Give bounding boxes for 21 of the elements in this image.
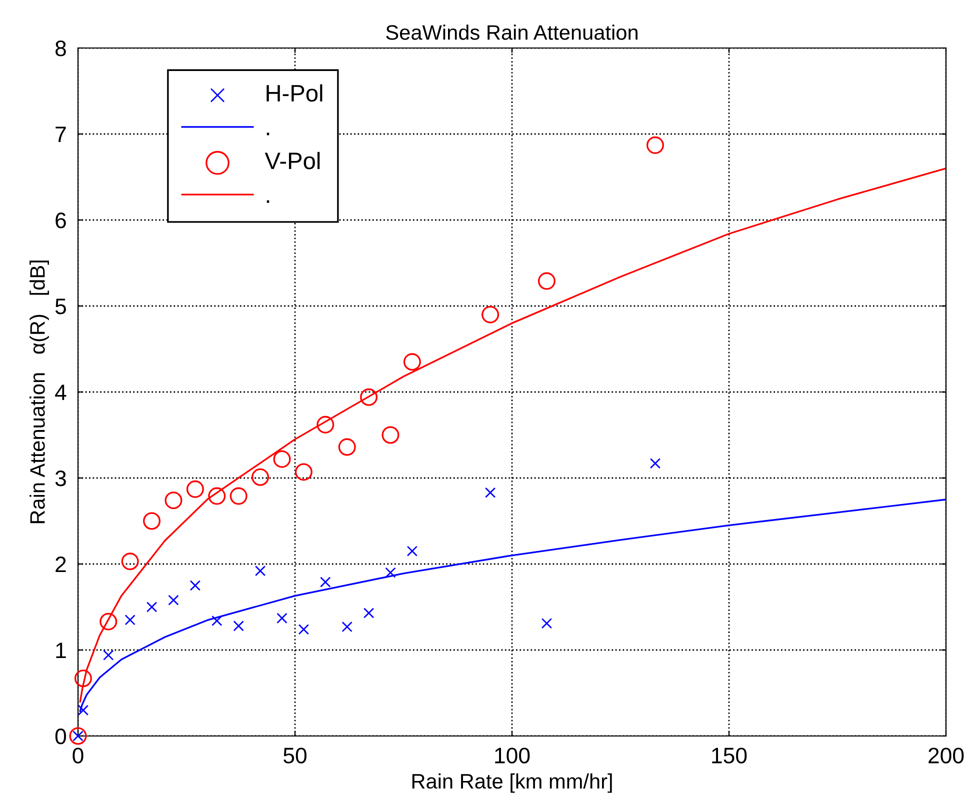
x-axis-title: Rain Rate [km mm/hr] (412, 773, 612, 793)
y-tick-label: 3 (55, 470, 66, 486)
x-tick-label: 100 (495, 748, 530, 764)
y-tick-label: 5 (55, 298, 66, 314)
y-axis-title: Rain Attenuation α(R) [dB] (30, 260, 49, 524)
x-tick-label: 200 (928, 748, 964, 764)
chart-title: SeaWinds Rain Attenuation (386, 24, 638, 40)
legend-label: H-Pol (266, 84, 322, 102)
y-tick-label: 2 (56, 556, 66, 572)
y-tick-label: 0 (55, 728, 66, 744)
y-tick-label: 6 (56, 212, 66, 228)
y-tick-label: 7 (56, 126, 66, 142)
y-tick-label: 1 (56, 642, 66, 658)
y-tick-label: 4 (55, 384, 66, 400)
x-tick-label: 0 (72, 748, 84, 764)
legend-label: . (266, 200, 270, 203)
y-tick-label: 8 (55, 40, 66, 56)
x-tick-label: 150 (712, 748, 747, 764)
legend-label: V-Pol (264, 152, 320, 170)
x-tick-label: 50 (284, 748, 306, 764)
legend-label: . (266, 132, 270, 136)
